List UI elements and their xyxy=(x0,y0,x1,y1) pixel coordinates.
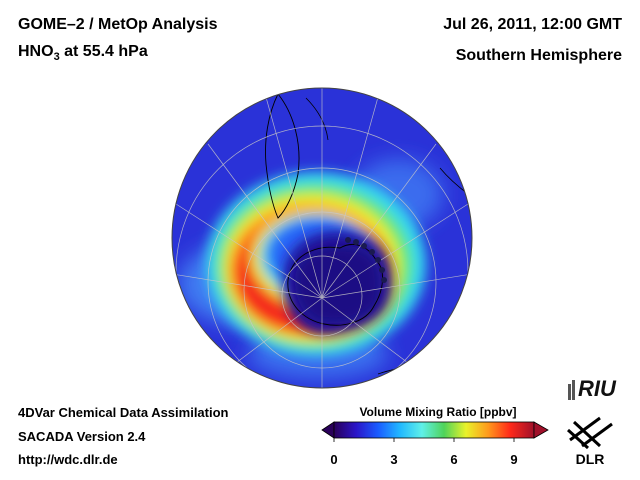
map-subtitle-species-level: HNO3 at 55.4 hPa xyxy=(18,43,148,63)
species-name: HNO xyxy=(18,43,54,60)
colorbar-under-arrow xyxy=(321,421,335,439)
species-subscript: 3 xyxy=(53,51,60,64)
dlr-logo: DLR xyxy=(566,416,613,467)
footer-method: 4DVar Chemical Data Assimilation xyxy=(18,405,229,420)
colorbar-gradient xyxy=(333,421,535,439)
logo-bar xyxy=(572,380,575,400)
south-america-coastline xyxy=(265,93,300,219)
meridian xyxy=(321,203,469,299)
meridian xyxy=(175,203,323,299)
vortex-center xyxy=(294,245,381,324)
gap-marker xyxy=(353,239,359,245)
meridian xyxy=(321,143,437,299)
gap-marker xyxy=(379,267,385,273)
meridian xyxy=(172,273,323,299)
colorbar-tick-label: 0 xyxy=(330,452,337,467)
meridian xyxy=(321,89,381,299)
colorbar-title: Volume Mixing Ratio [ppbv] xyxy=(359,405,517,419)
colorbar-tick-label: 6 xyxy=(450,452,457,467)
meridian xyxy=(321,273,472,299)
riu-logo-text: RIU xyxy=(578,376,617,401)
logo-bar xyxy=(568,384,571,400)
gap-marker xyxy=(381,277,387,283)
gap-marker xyxy=(361,243,367,249)
emblem-stroke xyxy=(581,422,613,448)
colorbar-tick-label: 3 xyxy=(390,452,397,467)
date-label: Jul 26, 2011, 12:00 GMT xyxy=(443,16,622,33)
colorbar: 0 3 6 9 xyxy=(321,421,549,467)
riu-logo: RIU xyxy=(568,376,617,401)
globe-outline xyxy=(171,87,473,389)
colorbar-tick-label: 9 xyxy=(510,452,517,467)
emblem-stroke xyxy=(566,428,590,450)
globe-map xyxy=(171,87,473,389)
colorbar-over-arrow xyxy=(533,421,549,439)
dlr-emblem xyxy=(566,416,613,450)
hemisphere-label: Southern Hemisphere xyxy=(455,47,622,64)
meridian xyxy=(263,89,323,299)
gap-marker xyxy=(369,249,375,255)
colorbar-ticks: 0 3 6 9 xyxy=(330,438,518,467)
gap-marker xyxy=(345,237,351,243)
emblem-stroke xyxy=(572,420,602,448)
meridian xyxy=(207,143,323,299)
map-title: GOME–2 / MetOp Analysis xyxy=(18,16,218,33)
footer-url[interactable]: http://wdc.dlr.de xyxy=(18,452,118,467)
coastline-segment xyxy=(305,97,329,141)
pressure-level: at 55.4 hPa xyxy=(59,43,148,60)
footer-version: SACADA Version 2.4 xyxy=(18,429,146,444)
polar-night-gap xyxy=(345,237,387,283)
dlr-logo-text: DLR xyxy=(576,451,605,467)
gap-marker xyxy=(375,257,381,263)
